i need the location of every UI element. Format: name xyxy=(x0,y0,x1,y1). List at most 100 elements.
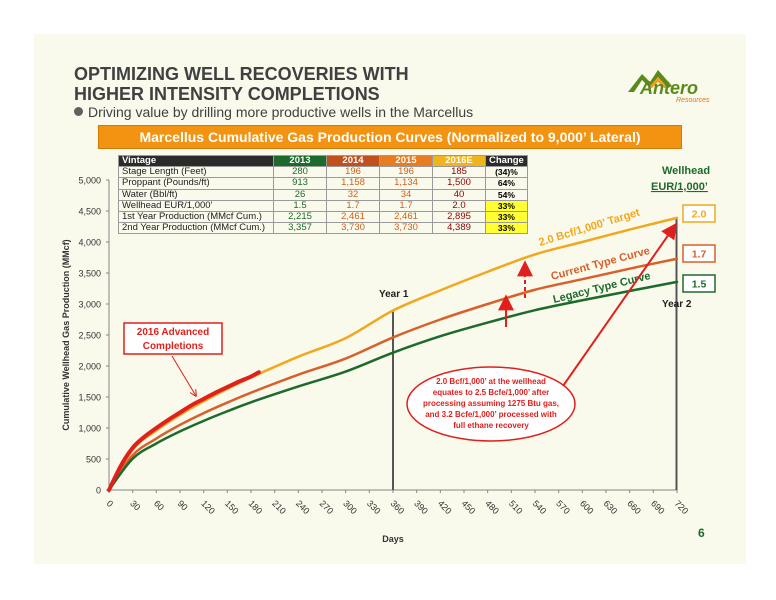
slide-subtitle: Driving value by drilling more productiv… xyxy=(74,104,473,120)
cell-change: (34)% xyxy=(485,166,528,179)
y-tick-label: 500 xyxy=(86,455,101,465)
cell-2014: 1.7 xyxy=(326,199,380,213)
row-label: Water (Bbl/ft) xyxy=(118,188,274,201)
row-label: Wellhead EUR/1,000’ xyxy=(118,199,274,213)
y-tick-label: 2,000 xyxy=(78,362,101,372)
cell-2013: 280 xyxy=(273,166,327,179)
cell-2016e: 1,500 xyxy=(432,177,486,190)
x-tick-label: 210 xyxy=(270,498,288,516)
x-tick-label: 90 xyxy=(176,498,190,512)
y-tick-label: 3,000 xyxy=(78,300,101,310)
cell-change: 54% xyxy=(485,188,528,201)
x-tick-label: 0 xyxy=(105,498,116,509)
cell-2013: 26 xyxy=(273,188,327,201)
target-curve-label: 2.0 Bcf/1,000’ Target xyxy=(537,207,641,249)
ethane-callout-text: and 3.2 Bcfe/1,000’ processed with xyxy=(425,410,557,419)
x-tick-label: 600 xyxy=(578,498,596,516)
x-tick-label: 570 xyxy=(554,498,572,516)
cell-change: 33% xyxy=(485,211,528,224)
cell-2016e: 2.0 xyxy=(432,199,486,213)
cell-2016e: 4,389 xyxy=(432,222,486,235)
y-tick-label: 4,500 xyxy=(78,207,101,217)
y-axis-title: Cumulative Wellhead Gas Production (MMcf… xyxy=(61,239,71,430)
y-tick-label: 4,000 xyxy=(78,238,101,248)
x-tick-label: 690 xyxy=(649,498,667,516)
bullet-icon xyxy=(74,107,83,116)
x-tick-label: 30 xyxy=(128,498,142,512)
ethane-callout-text: processing assuming 1275 Btu gas, xyxy=(423,399,559,408)
table-row: 1st Year Production (MMcf Cum.) 2,215 2,… xyxy=(118,211,528,224)
eur-target-box-value: 2.0 xyxy=(692,209,707,221)
cell-2015: 3,730 xyxy=(379,222,433,235)
logo-text: Antero xyxy=(640,78,698,98)
y-tick-label: 0 xyxy=(96,486,101,496)
cell-2013: 3,357 xyxy=(273,222,327,235)
x-tick-label: 150 xyxy=(223,498,241,516)
ethane-callout-pointer xyxy=(562,222,677,387)
slide-title-line2: HIGHER INTENSITY COMPLETIONS xyxy=(74,84,380,104)
x-tick-label: 270 xyxy=(318,498,336,516)
row-label: Proppant (Pounds/ft) xyxy=(118,177,274,190)
cell-change: 64% xyxy=(485,177,528,190)
cell-2016e: 185 xyxy=(432,166,486,179)
eur-current-box xyxy=(682,244,716,263)
cell-change: 33% xyxy=(485,199,528,213)
y-tick-label: 2,500 xyxy=(78,331,101,341)
cell-2013: 2,215 xyxy=(273,211,327,224)
cell-2014: 32 xyxy=(326,188,380,201)
cell-2015: 34 xyxy=(379,188,433,201)
x-tick-label: 60 xyxy=(152,498,166,512)
cell-2013: 913 xyxy=(273,177,327,190)
y-tick-label: 1,000 xyxy=(78,424,101,434)
advanced-completions-pointer xyxy=(171,355,196,396)
x-tick-label: 540 xyxy=(531,498,549,516)
cell-2015: 1,134 xyxy=(379,177,433,190)
cell-2016e: 2,895 xyxy=(432,211,486,224)
table-header-change: Change xyxy=(485,154,528,168)
slide-title-line1: OPTIMIZING WELL RECOVERIES WITH xyxy=(74,64,409,84)
wellhead-header-line1: Wellhead xyxy=(662,165,710,177)
x-tick-label: 630 xyxy=(602,498,620,516)
advanced-completions-box xyxy=(123,322,223,355)
table-row: Water (Bbl/ft) 26 32 34 40 54% xyxy=(118,188,528,201)
cell-2015: 1.7 xyxy=(379,199,433,213)
x-axis-title: Days xyxy=(382,534,404,544)
x-tick-label: 120 xyxy=(199,498,217,516)
target-series-line xyxy=(107,216,679,492)
table-row: 2nd Year Production (MMcf Cum.) 3,357 3,… xyxy=(118,222,528,235)
x-tick-label: 330 xyxy=(365,498,383,516)
eur-current-box-value: 1.7 xyxy=(692,249,707,261)
table-header-row: Vintage 2013 2014 2015 2016E Change xyxy=(118,154,528,168)
advanced-completions-label-line2: Completions xyxy=(143,341,204,352)
y-tick-label: 1,500 xyxy=(78,393,101,403)
table-row: Proppant (Pounds/ft) 913 1,158 1,134 1,5… xyxy=(118,177,528,190)
x-tick-label: 180 xyxy=(247,498,265,516)
advanced-completions-label-line1: 2016 Advanced xyxy=(137,327,209,338)
wellhead-header-line2: EUR/1,000’ xyxy=(651,181,708,193)
table-header-2015: 2015 xyxy=(379,154,433,168)
page-number: 6 xyxy=(698,526,705,540)
cell-2015: 2,461 xyxy=(379,211,433,224)
table-row: Stage Length (Feet) 280 196 196 185 (34)… xyxy=(118,166,528,179)
table-row: Wellhead EUR/1,000’ 1.5 1.7 1.7 2.0 33% xyxy=(118,199,528,213)
cell-2014: 3,730 xyxy=(326,222,380,235)
table-header-2016e: 2016E xyxy=(432,154,486,168)
table-header-2014: 2014 xyxy=(326,154,380,168)
year2-label: Year 2 xyxy=(662,299,692,310)
row-label: 2nd Year Production (MMcf Cum.) xyxy=(118,222,274,235)
x-tick-label: 660 xyxy=(625,498,643,516)
x-tick-label: 420 xyxy=(436,498,454,516)
antero-logo-mountains-icon xyxy=(628,70,672,92)
ethane-callout-text: 2.0 Bcf/1,000’ at the wellhead xyxy=(436,377,546,386)
x-tick-label: 720 xyxy=(673,498,691,516)
legacy-series-line xyxy=(107,280,679,492)
row-label: Stage Length (Feet) xyxy=(118,166,274,179)
x-tick-label: 360 xyxy=(389,498,407,516)
cell-2016e: 40 xyxy=(432,188,486,201)
current-series-line xyxy=(107,257,679,492)
row-label: 1st Year Production (MMcf Cum.) xyxy=(118,211,274,224)
ethane-callout-text: full ethane recovery xyxy=(453,421,529,430)
x-tick-label: 480 xyxy=(483,498,501,516)
logo-subtext: Resources xyxy=(676,97,710,104)
